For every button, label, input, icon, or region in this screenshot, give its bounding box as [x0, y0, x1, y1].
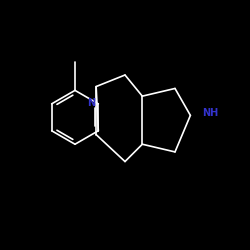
Text: N: N [87, 98, 96, 108]
Text: NH: NH [202, 108, 218, 118]
